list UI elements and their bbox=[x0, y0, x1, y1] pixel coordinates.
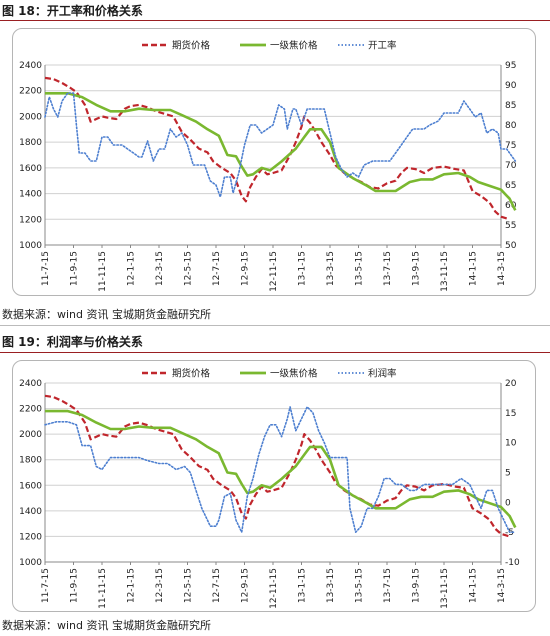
y-left-tick-label: 1800 bbox=[19, 138, 42, 148]
figure-18-title: 图 18：开工率和价格关系 bbox=[2, 4, 143, 18]
x-tick-label: 14-3-15 bbox=[497, 251, 507, 286]
legend-label: 开工率 bbox=[368, 40, 397, 52]
series-line-solid bbox=[45, 409, 517, 529]
x-tick-label: 13-7-15 bbox=[383, 251, 393, 286]
y-right-tick-label: 80 bbox=[505, 121, 517, 131]
x-tick-label: 12-7-15 bbox=[212, 251, 222, 286]
y-left-tick-label: 1400 bbox=[19, 507, 42, 517]
x-tick-label: 11-7-15 bbox=[41, 251, 51, 286]
y-left-tick-label: 1200 bbox=[19, 215, 42, 225]
x-tick-label: 12-1-15 bbox=[127, 568, 137, 603]
x-tick-label: 12-9-15 bbox=[241, 251, 251, 286]
x-tick-label: 11-9-15 bbox=[70, 568, 80, 603]
y-left-tick-label: 2200 bbox=[19, 405, 42, 415]
legend-label: 一级焦价格 bbox=[270, 40, 318, 52]
x-tick-label: 14-1-15 bbox=[469, 251, 479, 286]
x-tick-label: 12-11-15 bbox=[269, 568, 279, 609]
y-right-tick-label: 5 bbox=[505, 469, 511, 479]
x-tick-label: 13-3-15 bbox=[326, 251, 336, 286]
figure-19-title-rule bbox=[0, 352, 550, 353]
x-tick-label: 13-5-15 bbox=[355, 568, 365, 603]
y-right-tick-label: 20 bbox=[505, 379, 517, 389]
x-tick-label: 12-3-15 bbox=[155, 251, 165, 286]
y-right-tick-label: -10 bbox=[505, 558, 520, 568]
x-tick-label: 13-11-15 bbox=[440, 568, 450, 609]
series-line-dotted bbox=[44, 406, 517, 533]
x-tick-label: 11-11-15 bbox=[98, 251, 108, 292]
legend-label: 期货价格 bbox=[172, 368, 211, 380]
y-left-tick-label: 2000 bbox=[19, 430, 42, 440]
y-right-tick-label: 95 bbox=[505, 61, 516, 71]
y-left-tick-label: 1000 bbox=[19, 558, 42, 568]
x-tick-label: 12-5-15 bbox=[184, 251, 194, 286]
y-left-tick-label: 1600 bbox=[19, 481, 42, 491]
series-line-dashed bbox=[44, 76, 510, 221]
y-right-tick-label: -5 bbox=[505, 528, 514, 538]
x-tick-label: 14-3-15 bbox=[497, 568, 507, 603]
x-tick-label: 13-1-15 bbox=[298, 568, 308, 603]
legend-label: 一级焦价格 bbox=[270, 368, 318, 380]
y-left-tick-label: 2000 bbox=[19, 112, 42, 122]
x-tick-label: 11-7-15 bbox=[41, 568, 51, 603]
y-right-tick-label: 0 bbox=[505, 498, 511, 508]
y-left-tick-label: 2200 bbox=[19, 87, 42, 97]
series-line-dotted bbox=[44, 92, 517, 198]
chart-19-svg: 1000 1200 1400 1600 1800 2000 2200 2400 -10 -5 0 5 1… bbox=[19, 368, 520, 609]
y-right-tick-label: 70 bbox=[505, 161, 517, 171]
chart-19-frame: 1000 1200 1400 1600 1800 2000 2200 2400 -10 -5 0 5 1… bbox=[12, 360, 536, 612]
x-tick-label: 13-9-15 bbox=[412, 568, 422, 603]
y-left-tick-label: 1800 bbox=[19, 456, 42, 466]
figure-19-title: 图 19：利润率与价格关系 bbox=[2, 335, 143, 349]
x-tick-label: 12-5-15 bbox=[184, 568, 194, 603]
figure-18-source: 数据来源：wind 资讯 宝城期货金融研究所 bbox=[2, 308, 211, 321]
x-tick-label: 13-9-15 bbox=[412, 251, 422, 286]
y-right-tick-label: 15 bbox=[505, 409, 516, 419]
x-tick-label: 11-11-15 bbox=[98, 568, 108, 609]
x-tick-label: 13-5-15 bbox=[355, 251, 365, 286]
figure-19-source: 数据来源：wind 资讯 宝城期货金融研究所 bbox=[2, 619, 211, 632]
x-tick-label: 13-7-15 bbox=[383, 568, 393, 603]
x-tick-label: 13-11-15 bbox=[440, 251, 450, 292]
y-left-tick-label: 2400 bbox=[19, 379, 42, 389]
series-line-solid bbox=[45, 92, 517, 211]
x-tick-label: 13-3-15 bbox=[326, 568, 336, 603]
series-line-dashed bbox=[44, 394, 510, 538]
figure-18-title-rule bbox=[0, 20, 550, 21]
y-right-tick-label: 10 bbox=[505, 439, 517, 449]
x-tick-label: 12-11-15 bbox=[269, 251, 279, 292]
y-right-tick-label: 60 bbox=[505, 201, 517, 211]
x-tick-label: 12-9-15 bbox=[241, 568, 251, 603]
y-right-tick-label: 90 bbox=[505, 81, 517, 91]
x-tick-label: 11-9-15 bbox=[70, 251, 80, 286]
x-tick-label: 12-7-15 bbox=[212, 568, 222, 603]
chart-18-frame: 1000 1200 1400 1600 1800 2000 2200 2400 50 55 60 65… bbox=[12, 28, 536, 296]
x-tick-label: 13-1-15 bbox=[298, 251, 308, 286]
y-left-tick-label: 1400 bbox=[19, 190, 42, 200]
y-right-tick-label: 55 bbox=[505, 221, 516, 231]
y-left-tick-label: 1600 bbox=[19, 164, 42, 174]
x-tick-label: 12-3-15 bbox=[155, 568, 165, 603]
y-left-tick-label: 1000 bbox=[19, 241, 42, 251]
figure-18-source-rule bbox=[0, 325, 550, 326]
y-right-tick-label: 65 bbox=[505, 181, 516, 191]
y-right-tick-label: 85 bbox=[505, 101, 516, 111]
y-right-tick-label: 75 bbox=[505, 141, 516, 151]
x-tick-label: 12-1-15 bbox=[127, 251, 137, 286]
chart-18-svg: 1000 1200 1400 1600 1800 2000 2200 2400 50 55 60 65… bbox=[19, 40, 517, 292]
y-left-tick-label: 2400 bbox=[19, 61, 42, 71]
legend-label: 期货价格 bbox=[172, 40, 211, 52]
y-right-tick-label: 50 bbox=[505, 241, 517, 251]
legend-label: 利润率 bbox=[368, 368, 397, 380]
x-tick-label: 14-1-15 bbox=[469, 568, 479, 603]
y-left-tick-label: 1200 bbox=[19, 532, 42, 542]
